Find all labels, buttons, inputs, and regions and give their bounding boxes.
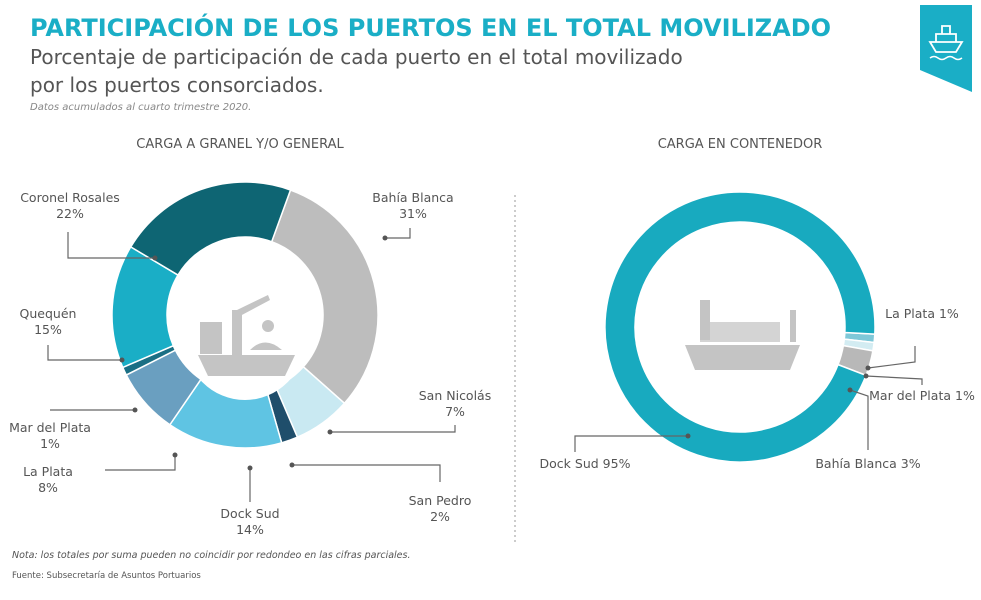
slice-label: Bahía Blanca 31% xyxy=(372,190,453,221)
category: La Plata xyxy=(23,464,73,479)
title: PARTICIPACIÓN DE LOS PUERTOS EN EL TOTAL… xyxy=(30,12,831,42)
leader-dot xyxy=(289,462,295,468)
leader-dot xyxy=(685,433,691,439)
value-label: 7% xyxy=(445,404,465,419)
leader-dot xyxy=(247,465,253,471)
ship-badge xyxy=(920,5,972,92)
footnote: Nota: los totales por suma pueden no coi… xyxy=(12,550,411,561)
value-label: 8% xyxy=(38,480,58,495)
category: Bahía Blanca xyxy=(815,456,896,471)
category: Dock Sud xyxy=(540,456,599,471)
leader-line xyxy=(67,232,155,259)
leader-dot xyxy=(132,407,138,413)
leader-line xyxy=(865,375,923,385)
slice xyxy=(129,181,292,277)
slice-label: Dock Sud 14% xyxy=(220,506,279,537)
category: Coronel Rosales xyxy=(20,190,120,205)
category: Mar del Plata xyxy=(869,388,951,403)
source: Fuente: Subsecretaría de Asuntos Portuar… xyxy=(12,571,201,581)
value-label: 1% xyxy=(40,436,60,451)
category: Mar del Plata xyxy=(9,420,91,435)
value-label: 22% xyxy=(56,206,84,221)
slice-label: La Plata 1% xyxy=(885,306,959,321)
category: Quequén xyxy=(20,306,77,321)
leader-dot xyxy=(847,387,853,393)
slice-label: San Nicolás 7% xyxy=(419,388,491,419)
slice-label: Mar del Plata 1% xyxy=(869,388,975,403)
category: La Plata xyxy=(885,306,935,321)
leader-line xyxy=(47,345,122,361)
slice xyxy=(604,191,876,463)
slice-label: Coronel Rosales 22% xyxy=(20,190,120,221)
value-label: 1% xyxy=(939,306,959,321)
leader-dot xyxy=(327,429,333,435)
subtitle: Porcentaje de participación de cada puer… xyxy=(30,45,683,69)
leader-line xyxy=(867,346,916,369)
note: Datos acumulados al cuarto trimestre 202… xyxy=(30,102,251,113)
leader-dot xyxy=(172,452,178,458)
chart-title: CARGA A GRANEL Y/O GENERAL xyxy=(136,137,344,152)
crane-icon xyxy=(198,295,295,376)
ship-icon xyxy=(685,300,800,370)
slice-label: San Pedro 2% xyxy=(409,493,472,524)
value-label: 15% xyxy=(34,322,62,337)
value-label: 31% xyxy=(399,206,427,221)
leader-line xyxy=(292,464,441,482)
value-label: 95% xyxy=(603,456,631,471)
category: San Nicolás xyxy=(419,388,491,403)
leader-dot xyxy=(863,373,869,379)
leader-dot xyxy=(152,255,158,261)
slice-label: Quequén 15% xyxy=(20,306,77,337)
value-label: 2% xyxy=(430,509,450,524)
leader-dot xyxy=(119,357,125,363)
subtitle: por los puertos consorciados. xyxy=(30,73,324,97)
leader-line xyxy=(105,455,176,471)
leader-line xyxy=(385,228,411,239)
slice-label: Mar del Plata 1% xyxy=(9,420,91,451)
value-label: 1% xyxy=(955,388,975,403)
leader-line xyxy=(574,435,688,452)
slice-label: Dock Sud 95% xyxy=(540,456,631,471)
slice-label: La Plata 8% xyxy=(23,464,73,495)
leader-line xyxy=(849,389,869,450)
category: San Pedro xyxy=(409,493,472,508)
slice-label: Bahía Blanca 3% xyxy=(815,456,920,471)
category: Bahía Blanca xyxy=(372,190,453,205)
chart-title: CARGA EN CONTENEDOR xyxy=(658,137,823,152)
slice xyxy=(270,189,379,405)
value-label: 14% xyxy=(236,522,264,537)
leader-dot xyxy=(382,235,388,241)
leader-dot xyxy=(865,365,871,371)
category: Dock Sud xyxy=(220,506,279,521)
leader-line xyxy=(330,425,456,433)
value-label: 3% xyxy=(901,456,921,471)
